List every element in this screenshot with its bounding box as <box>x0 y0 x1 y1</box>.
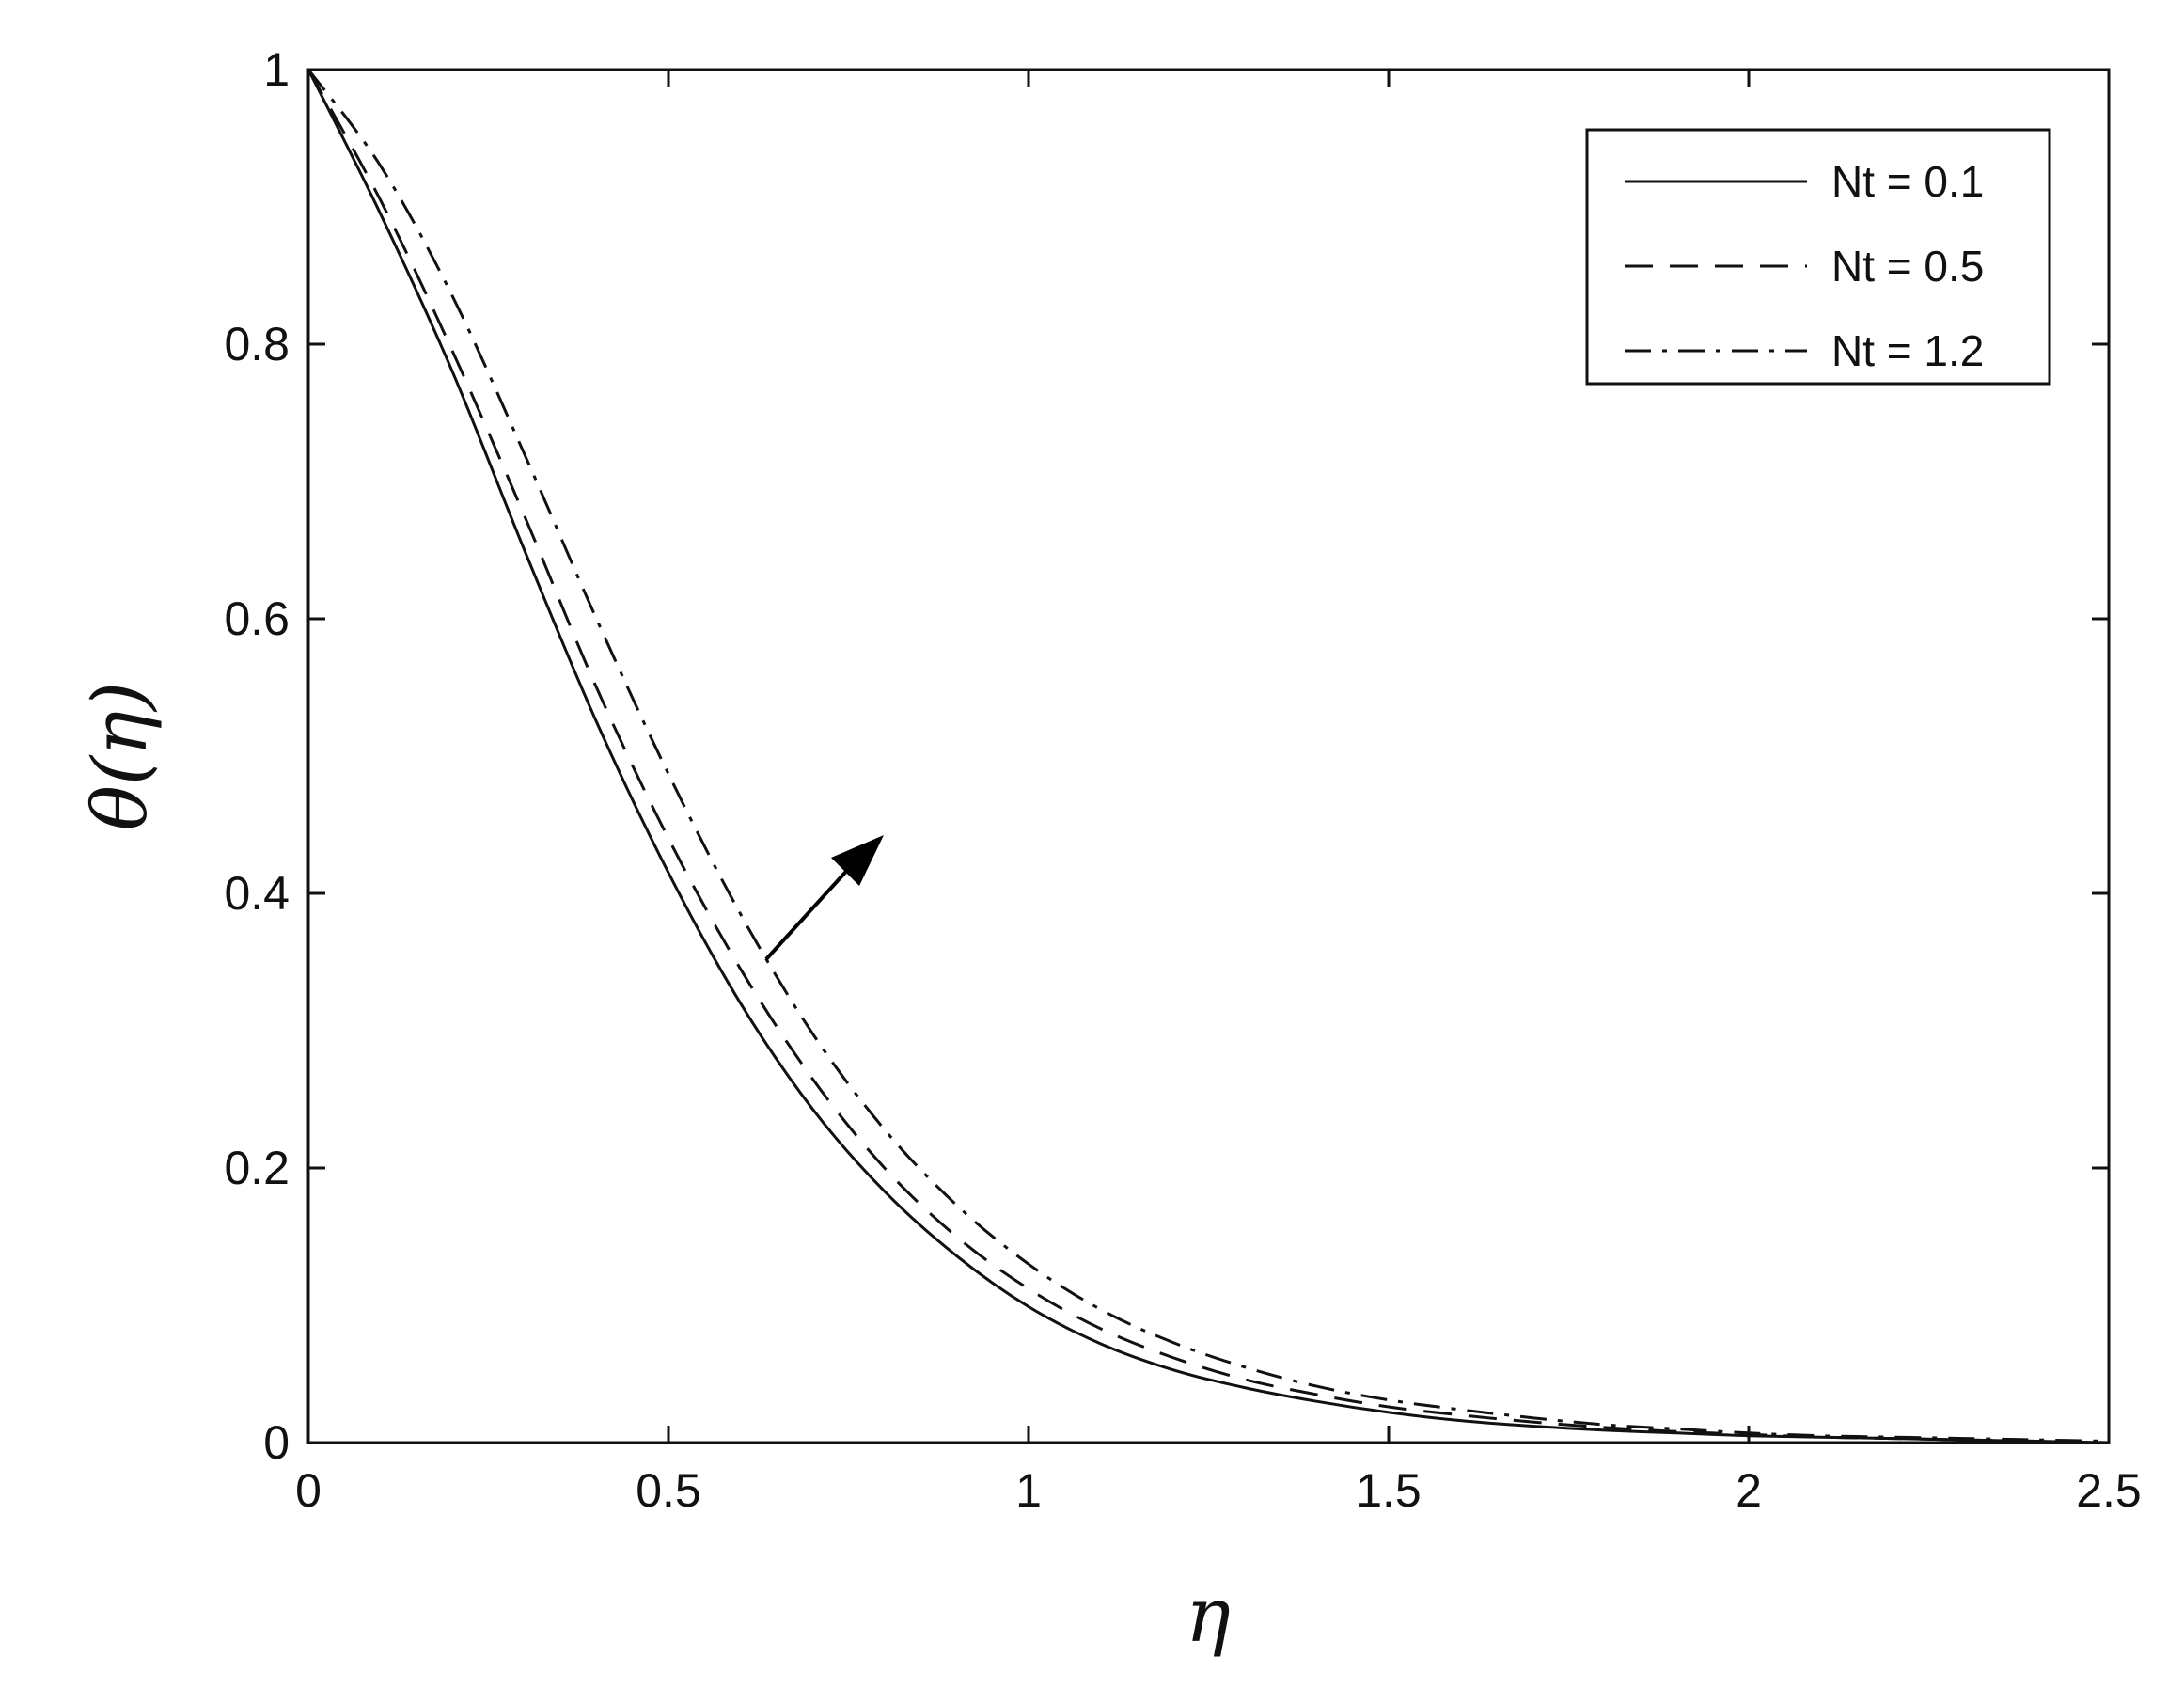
ticks-layer: 0 0.5 1 1.5 2 2.5 0 0.2 0.4 0.6 0.8 1 <box>224 43 2141 1517</box>
x-axis-label: η <box>1186 1571 1231 1659</box>
y-axis-label: θ(η) <box>76 682 164 831</box>
x-tick-label: 0 <box>295 1464 322 1517</box>
legend-box <box>1585 128 2051 386</box>
increase-arrow <box>764 835 884 961</box>
x-tick-label: 1 <box>1015 1464 1042 1517</box>
y-tick-label: 0.6 <box>224 592 290 645</box>
y-tick-label: 0 <box>263 1416 290 1469</box>
series-line-3 <box>306 69 2110 1443</box>
series-line-2 <box>306 69 2110 1444</box>
x-tick-label: 2 <box>1736 1464 1762 1517</box>
plot-frame <box>306 68 2111 1444</box>
x-tick-label: 1.5 <box>1356 1464 1422 1517</box>
y-tick-label: 0.4 <box>224 867 290 920</box>
arrow-head <box>831 835 884 886</box>
x-tick-label: 2.5 <box>2076 1464 2142 1517</box>
y-tick-label: 0.8 <box>224 318 290 371</box>
series-layer <box>306 69 2110 1444</box>
legend-items: Nt = 0.1 Nt = 0.5 Nt = 1.2 <box>1625 157 1984 375</box>
legend: Nt = 0.1 Nt = 0.5 Nt = 1.2 <box>1585 128 2051 386</box>
legend-label-2: Nt = 0.5 <box>1831 242 1984 291</box>
legend-label-1: Nt = 0.1 <box>1831 157 1984 206</box>
y-tick-label: 1 <box>263 43 290 96</box>
arrow-shaft <box>764 863 854 961</box>
y-tick-label: 0.2 <box>224 1142 290 1194</box>
x-tick-label: 0.5 <box>636 1464 701 1517</box>
legend-label-3: Nt = 1.2 <box>1831 326 1984 375</box>
